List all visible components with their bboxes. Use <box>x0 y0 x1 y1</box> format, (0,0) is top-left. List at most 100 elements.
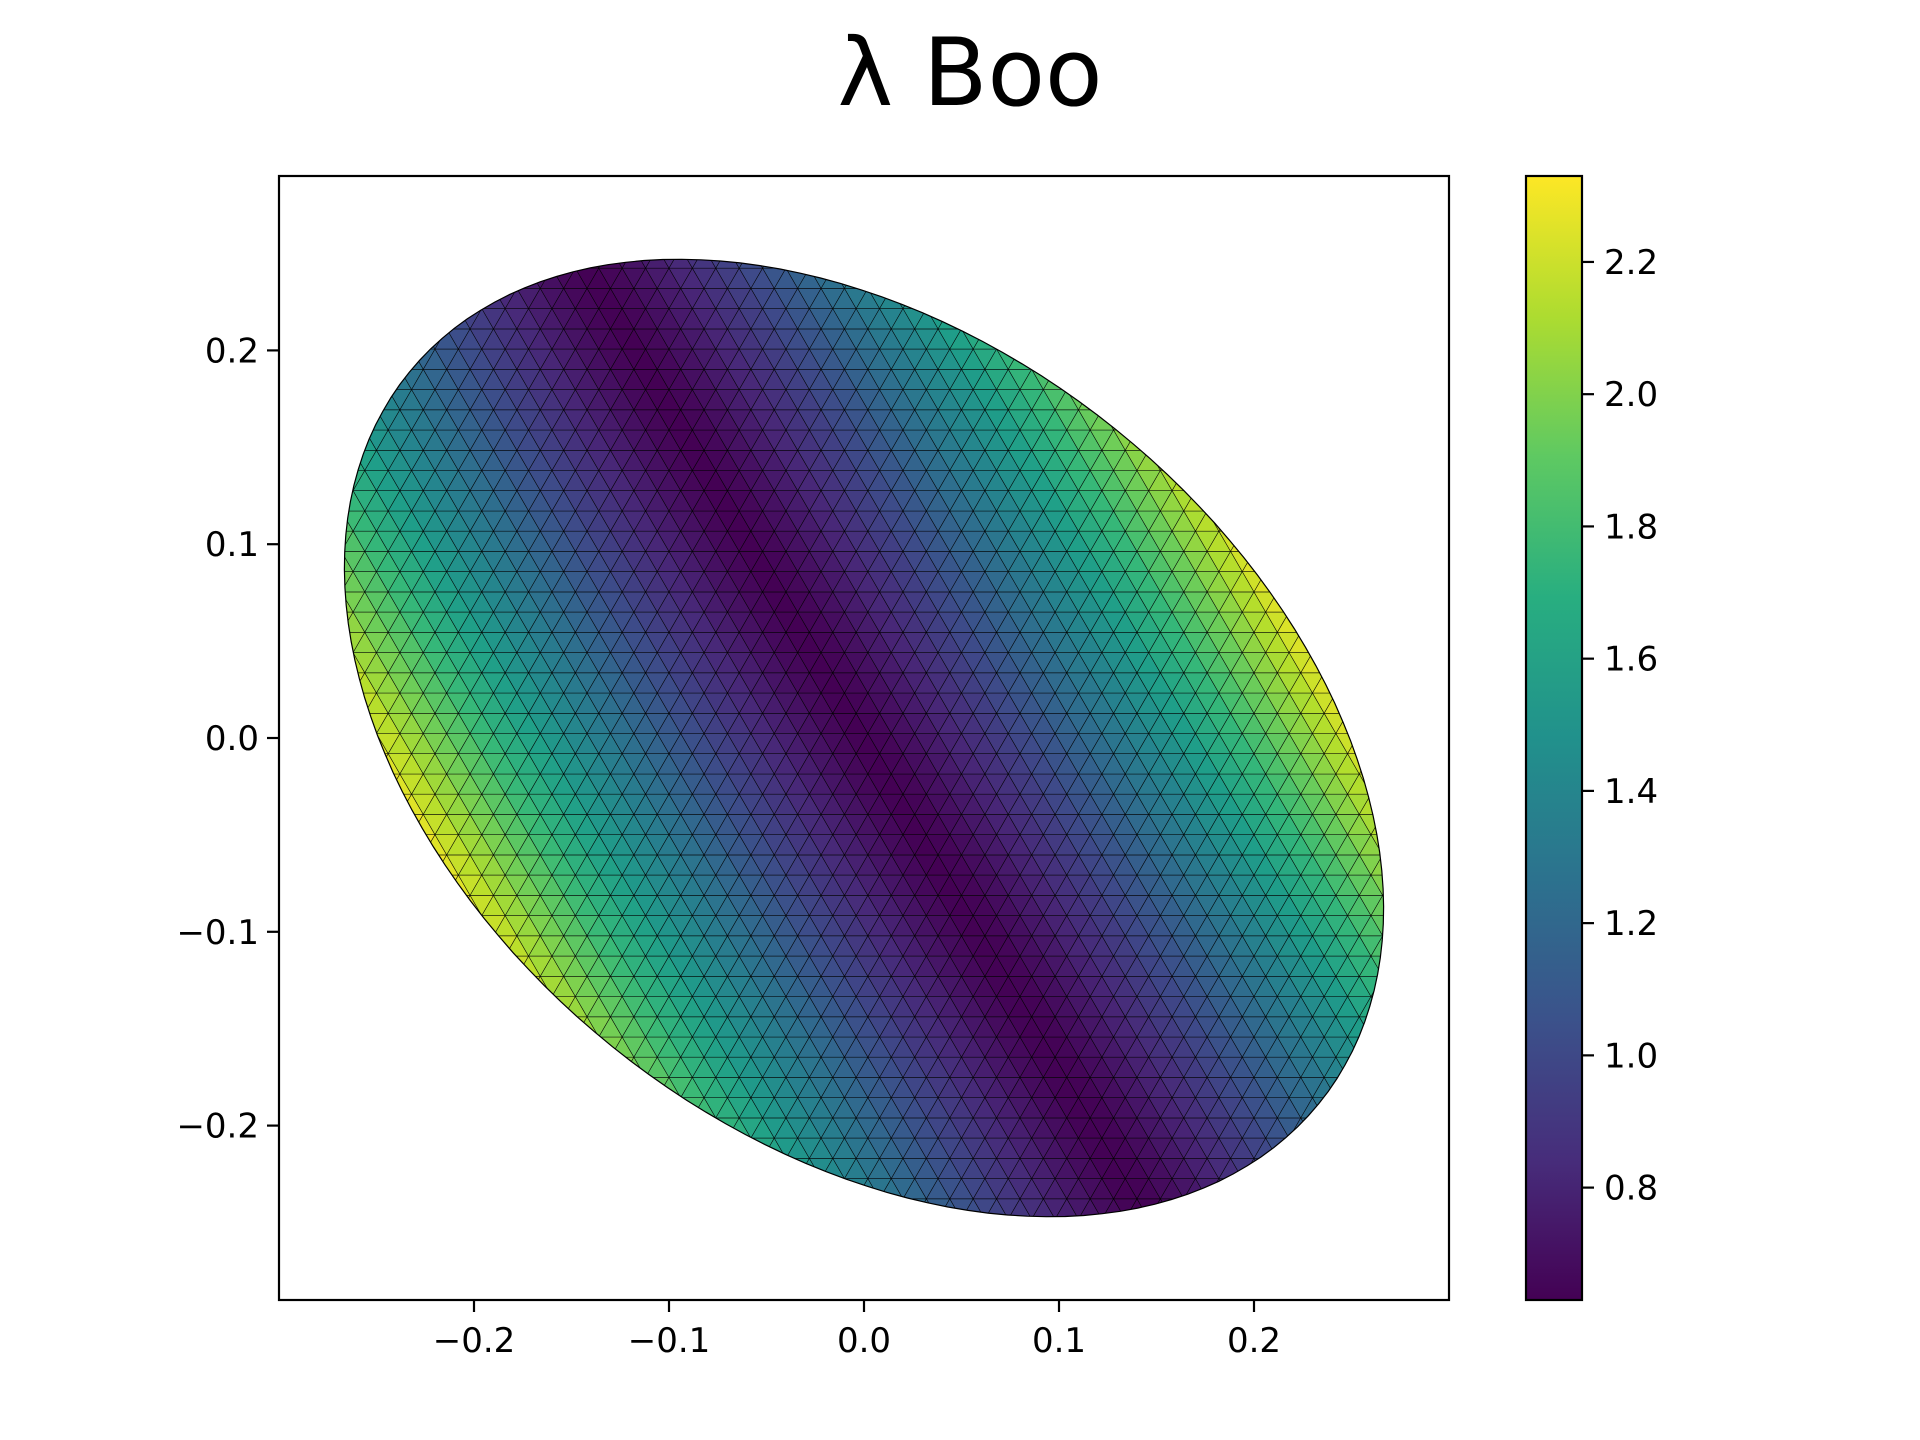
surface-facet <box>352 409 378 431</box>
surface-facet <box>984 307 1009 330</box>
x-tick-label: 0.2 <box>1227 1321 1281 1361</box>
surface-facet <box>1102 1219 1125 1239</box>
surface-facet <box>344 429 354 451</box>
surface-facet <box>1394 936 1417 956</box>
surface-facet <box>306 531 329 551</box>
surface-facet <box>375 348 401 370</box>
chart-title: λ Boo <box>837 19 1102 128</box>
surface-facet <box>539 259 565 269</box>
surface-facet <box>446 895 471 917</box>
surface-facet <box>352 753 378 775</box>
surface-facet <box>1276 1158 1302 1180</box>
surface-facet <box>1055 1219 1078 1239</box>
surface-facet <box>457 915 483 937</box>
surface-facet <box>762 259 787 269</box>
surface-facet <box>715 1137 740 1159</box>
surface-facet <box>950 1239 973 1259</box>
surface-facet <box>344 449 354 472</box>
surface-facet <box>950 1219 973 1239</box>
surface-facet <box>1288 591 1314 613</box>
surface-facet <box>751 228 774 248</box>
surface-facet <box>1149 1219 1172 1239</box>
surface-facet <box>996 328 1021 350</box>
surface-facet <box>516 975 541 998</box>
surface-facet <box>1300 591 1325 613</box>
surface-facet <box>1230 490 1255 512</box>
surface-facet <box>422 895 448 917</box>
surface-facet <box>1276 570 1302 593</box>
surface-facet <box>375 773 401 795</box>
surface-facet <box>1077 389 1103 411</box>
surface-facet <box>1335 672 1360 694</box>
surface-facet <box>318 511 341 531</box>
surface-facet <box>1347 672 1372 694</box>
surface-facet <box>344 692 354 714</box>
surface-facet <box>563 1036 588 1058</box>
surface-facet <box>1253 551 1278 573</box>
surface-facet <box>1067 1239 1090 1259</box>
surface-facet <box>1382 1016 1384 1038</box>
surface-facet <box>1382 1036 1384 1058</box>
surface-facet <box>318 551 341 571</box>
surface-facet <box>1394 835 1417 855</box>
surface-facet <box>387 328 413 350</box>
surface-facet <box>855 259 881 269</box>
surface-facet <box>762 1158 787 1180</box>
surface-facet <box>1394 895 1417 915</box>
surface-facet <box>797 1178 822 1200</box>
colorbar <box>1524 174 1584 1302</box>
surface-facet <box>1066 368 1091 390</box>
surface-facet <box>492 267 518 289</box>
surface-facet <box>1288 1137 1314 1160</box>
surface-facet <box>598 1056 623 1078</box>
surface-facet <box>564 228 587 248</box>
surface-facet <box>1406 855 1429 875</box>
surface-facet <box>1370 996 1384 1018</box>
surface-facet <box>820 267 846 289</box>
surface-facet <box>1358 692 1384 714</box>
surface-facet <box>1335 692 1360 714</box>
surface-facet <box>446 267 471 289</box>
surface-facet <box>364 348 389 370</box>
surface-facet <box>621 1077 647 1099</box>
surface-facet <box>843 1178 869 1200</box>
surface-facet <box>1077 348 1103 370</box>
surface-facet <box>375 368 401 391</box>
surface-facet <box>1230 1198 1255 1217</box>
surface-facet <box>1382 975 1384 998</box>
surface-facet <box>785 1158 810 1180</box>
surface-facet <box>728 228 751 248</box>
surface-facet <box>575 228 598 248</box>
surface-facet <box>915 1219 938 1239</box>
surface-facet <box>516 259 541 269</box>
surface-facet <box>808 1198 834 1217</box>
surface-facet <box>387 813 413 836</box>
surface-facet <box>656 1097 682 1119</box>
surface-facet <box>680 1117 705 1139</box>
surface-facet <box>375 793 401 815</box>
surface-facet <box>1172 1219 1195 1239</box>
surface-facet <box>1370 732 1384 755</box>
surface-facet <box>962 1219 985 1239</box>
surface-facet <box>820 1178 846 1200</box>
surface-facet <box>750 1157 775 1179</box>
surface-facet <box>344 469 354 492</box>
surface-facet <box>504 996 530 1018</box>
surface-facet <box>1218 510 1243 532</box>
surface-facet <box>1183 449 1208 471</box>
surface-facet <box>1382 895 1384 917</box>
surface-facet <box>364 793 389 815</box>
surface-facet <box>318 592 341 612</box>
x-tick-label: 0.0 <box>837 1321 891 1361</box>
surface-facet <box>1113 409 1138 431</box>
surface-facet <box>1137 1219 1160 1239</box>
surface-facet <box>364 368 389 390</box>
surface-facet <box>1394 855 1417 875</box>
surface-facet <box>1089 389 1115 411</box>
surface-facet <box>434 874 459 897</box>
surface-facet <box>832 259 857 269</box>
surface-facet <box>1241 1178 1267 1200</box>
surface-facet <box>344 409 354 431</box>
surface-facet <box>1171 469 1197 492</box>
surface-facet <box>1183 470 1208 492</box>
